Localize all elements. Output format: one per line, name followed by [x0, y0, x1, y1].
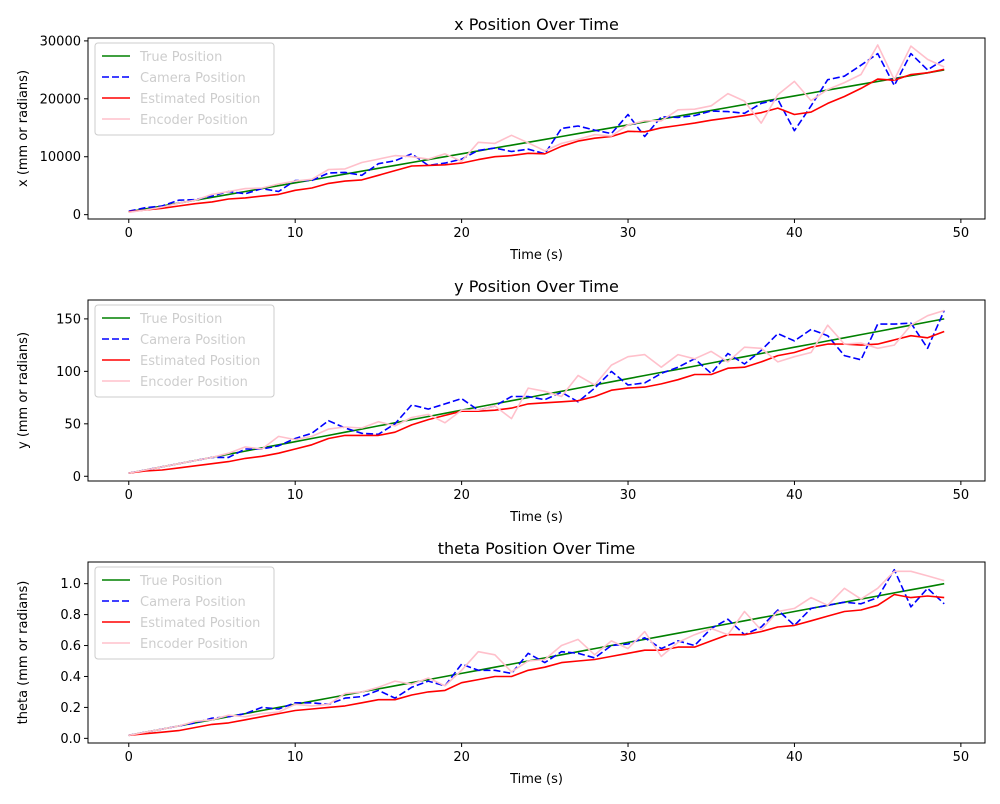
- y-tick-label: 20000: [40, 92, 81, 107]
- x-tick-label: 50: [953, 488, 970, 503]
- series-line-camera-position: [128, 568, 945, 737]
- chart-panel-0: x Position Over Time 0 10 20 30 40 50 0 10000 200…: [16, 15, 969, 263]
- series-line-encoder-position: [128, 44, 945, 214]
- legend-box: [94, 304, 275, 398]
- x-tick-label: 10: [287, 488, 304, 503]
- y-tick-label: 0: [73, 470, 81, 485]
- y-tick-label: 30000: [40, 34, 81, 49]
- y-tick-label: 0.4: [60, 670, 81, 685]
- series-line-estimated-position: [128, 68, 945, 213]
- x-tick-label: 40: [786, 750, 803, 765]
- series-line-encoder-position: [128, 570, 945, 737]
- y-tick-label: 0.8: [60, 608, 81, 623]
- axes-frame: [87, 299, 986, 482]
- x-axis-label: Time (s): [509, 772, 563, 787]
- chart-title: x Position Over Time: [454, 15, 619, 34]
- x-axis-label: Time (s): [509, 248, 563, 263]
- series-line-estimated-position: [128, 330, 945, 474]
- chart-title: theta Position Over Time: [438, 539, 636, 558]
- x-tick-label: 40: [786, 488, 803, 503]
- series-line-camera-position: [128, 310, 945, 474]
- x-tick-label: 30: [620, 488, 637, 503]
- y-tick-label: 100: [56, 365, 81, 380]
- axes-frame: [87, 37, 986, 220]
- y-tick-label: 0.0: [60, 732, 81, 747]
- legend-box: [94, 566, 275, 660]
- x-tick-label: 20: [453, 488, 470, 503]
- x-tick-label: 50: [953, 226, 970, 241]
- x-tick-label: 30: [620, 226, 637, 241]
- y-tick-label: 150: [56, 312, 81, 327]
- y-axis-label: y (mm or radians): [16, 332, 31, 449]
- series-line-estimated-position: [128, 593, 945, 737]
- x-tick-label: 0: [125, 750, 133, 765]
- chart-panel-1: y Position Over Time 0 10 20 30 40 50 0 50 100 150…: [16, 277, 969, 525]
- x-tick-label: 0: [125, 488, 133, 503]
- y-tick-label: 0: [73, 208, 81, 223]
- y-tick-label: 1.0: [60, 577, 81, 592]
- x-tick-label: 40: [786, 226, 803, 241]
- chart-title: y Position Over Time: [454, 277, 619, 296]
- x-tick-label: 10: [287, 750, 304, 765]
- legend-box: [94, 42, 275, 136]
- series-line-encoder-position: [128, 309, 945, 474]
- x-tick-label: 50: [953, 750, 970, 765]
- x-tick-label: 10: [287, 226, 304, 241]
- x-axis-label: Time (s): [509, 510, 563, 525]
- y-tick-label: 0.6: [60, 639, 81, 654]
- x-tick-label: 0: [125, 226, 133, 241]
- x-tick-label: 20: [453, 750, 470, 765]
- y-tick-label: 10000: [40, 150, 81, 165]
- axes-frame: [87, 561, 986, 744]
- x-tick-label: 30: [620, 750, 637, 765]
- chart-panel-2: theta Position Over Time 0 10 20 30 40 50 0.0 0.…: [16, 539, 969, 787]
- y-tick-label: 50: [64, 417, 81, 432]
- x-tick-label: 20: [453, 226, 470, 241]
- y-axis-label: theta (mm or radians): [16, 581, 31, 725]
- y-tick-label: 0.2: [60, 701, 81, 716]
- y-axis-label: x (mm or radians): [16, 70, 31, 187]
